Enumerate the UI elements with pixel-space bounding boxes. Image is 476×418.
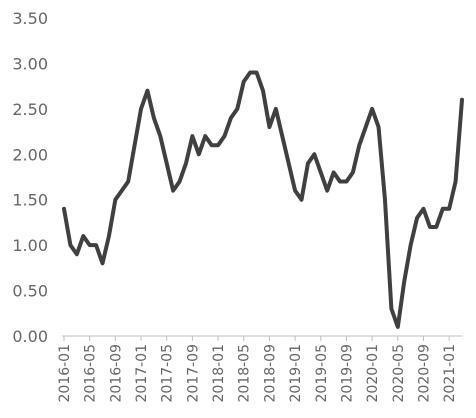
x-tick-label: 2017-01 <box>134 344 150 403</box>
x-tick-label: 2016-09 <box>108 344 124 403</box>
y-tick-label: 1.00 <box>12 236 48 255</box>
y-tick-label: 2.50 <box>12 100 48 119</box>
x-tick-label: 2016-05 <box>83 344 99 403</box>
series-line <box>62 70 464 329</box>
x-tick-label: 2017-09 <box>185 344 201 403</box>
x-tick-label: 2020-09 <box>416 344 432 403</box>
x-tick-label: 2021-01 <box>442 344 458 403</box>
y-tick-label: 1.50 <box>12 191 48 210</box>
x-tick-label: 2019-05 <box>314 344 330 403</box>
x-tick-label: 2016-01 <box>57 344 73 403</box>
x-tick-label: 2018-05 <box>237 344 253 403</box>
y-tick-label: 0.00 <box>12 327 48 346</box>
y-tick-label: 3.00 <box>12 54 48 73</box>
y-tick-label: 2.00 <box>12 145 48 164</box>
x-tick-label: 2018-01 <box>211 344 227 403</box>
x-tick-label: 2018-09 <box>262 344 278 403</box>
x-tick-label: 2017-05 <box>160 344 176 403</box>
y-axis-ticks: 0.00 0.50 1.00 1.50 2.00 2.50 3.00 3.50 <box>12 9 48 346</box>
y-tick-label: 3.50 <box>12 9 48 28</box>
x-tick-label: 2020-01 <box>365 344 381 403</box>
x-tick-label: 2020-05 <box>391 344 407 403</box>
x-tick-label: 2019-01 <box>288 344 304 403</box>
y-tick-label: 0.50 <box>12 282 48 301</box>
x-axis-ticks: 2016-01 2016-05 2016-09 2017-01 2017-05 2017-… <box>57 336 458 403</box>
x-tick-label: 2019-09 <box>339 344 355 403</box>
